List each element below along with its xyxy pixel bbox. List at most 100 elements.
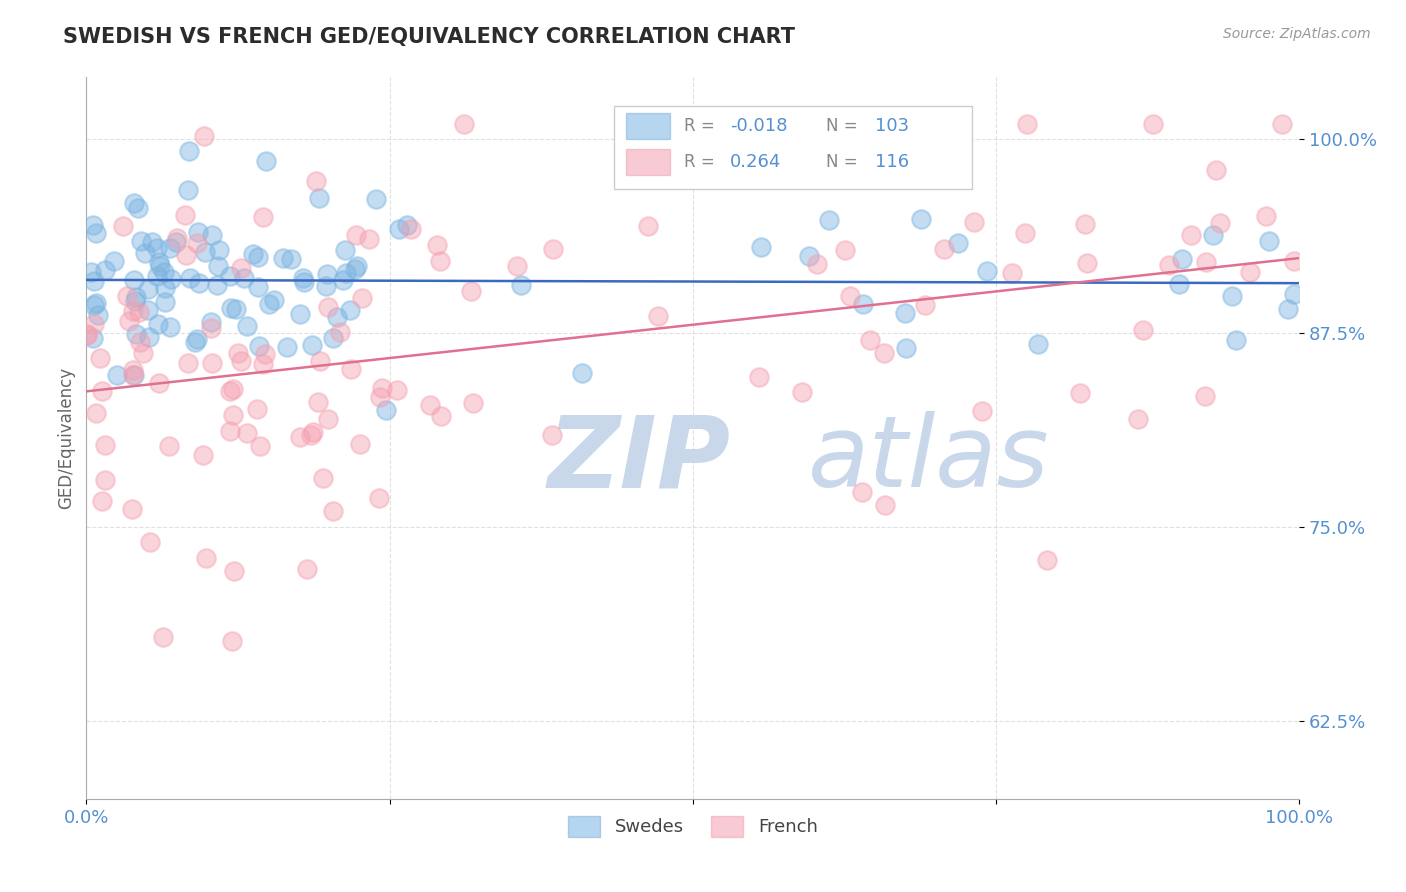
Point <box>153 295 176 310</box>
Point <box>94 438 117 452</box>
Point <box>252 210 274 224</box>
Point <box>187 225 209 239</box>
Point <box>207 259 229 273</box>
Point <box>229 354 252 368</box>
Point <box>395 219 418 233</box>
Point <box>343 262 366 277</box>
Point <box>91 493 114 508</box>
Point <box>121 502 143 516</box>
Point <box>339 303 361 318</box>
Point <box>149 259 172 273</box>
Point <box>430 409 453 423</box>
Point <box>401 221 423 235</box>
Point <box>219 269 242 284</box>
Point <box>219 425 242 439</box>
Point <box>1205 162 1227 177</box>
Text: R =: R = <box>685 153 716 171</box>
FancyBboxPatch shape <box>614 106 972 189</box>
Point <box>329 325 352 339</box>
Point <box>177 356 200 370</box>
Point <box>111 219 134 234</box>
Point <box>946 236 969 251</box>
Point <box>332 272 354 286</box>
Point <box>429 253 451 268</box>
Point <box>254 154 277 169</box>
Point <box>749 240 772 254</box>
Point <box>1180 228 1202 243</box>
Point <box>292 275 315 289</box>
Point <box>194 245 217 260</box>
Point <box>748 369 770 384</box>
Point <box>1194 389 1216 403</box>
Point <box>94 474 117 488</box>
Point <box>138 535 160 549</box>
Legend: Swedes, French: Swedes, French <box>561 809 825 844</box>
Point <box>186 332 208 346</box>
Point <box>219 301 242 315</box>
Point <box>1126 412 1149 426</box>
Point <box>159 271 181 285</box>
Point <box>792 384 814 399</box>
Point <box>388 222 411 236</box>
Text: R =: R = <box>685 117 716 135</box>
Point <box>288 430 311 444</box>
Point <box>541 242 564 256</box>
Point <box>125 289 148 303</box>
Point <box>128 304 150 318</box>
Point <box>94 263 117 277</box>
Point <box>1076 256 1098 270</box>
Point <box>236 426 259 441</box>
Point <box>318 301 340 315</box>
Point <box>302 425 325 439</box>
Point <box>247 338 270 352</box>
Point <box>344 228 367 243</box>
Text: -0.018: -0.018 <box>730 117 787 135</box>
Text: N =: N = <box>827 117 858 135</box>
Point <box>972 404 994 418</box>
Point <box>179 270 201 285</box>
Point <box>1209 216 1232 230</box>
Point <box>179 145 201 159</box>
Point <box>82 331 104 345</box>
Point <box>159 241 181 255</box>
Point <box>1001 266 1024 280</box>
Point <box>326 310 349 324</box>
Point <box>194 550 217 565</box>
Point <box>84 226 107 240</box>
Point <box>1277 301 1299 316</box>
Point <box>290 307 312 321</box>
Point <box>152 630 174 644</box>
Point <box>193 128 215 143</box>
Point <box>426 237 449 252</box>
Point <box>165 235 187 249</box>
Point <box>153 281 176 295</box>
FancyBboxPatch shape <box>626 149 669 175</box>
Point <box>86 308 108 322</box>
Point <box>276 340 298 354</box>
Point <box>799 249 821 263</box>
Point <box>299 428 322 442</box>
Point <box>177 182 200 196</box>
Point <box>307 395 329 409</box>
Point <box>246 402 269 417</box>
Point <box>1220 289 1243 303</box>
Point <box>207 277 229 292</box>
Point <box>138 330 160 344</box>
Point <box>76 327 98 342</box>
Point <box>322 331 344 345</box>
Point <box>1142 117 1164 131</box>
Point <box>148 255 170 269</box>
Point <box>1271 117 1294 131</box>
Point <box>122 273 145 287</box>
Point <box>225 301 247 316</box>
Point <box>1036 553 1059 567</box>
Point <box>1015 117 1038 131</box>
Point <box>122 368 145 383</box>
Point <box>463 396 485 410</box>
Point <box>247 251 270 265</box>
Point <box>316 267 339 281</box>
Point <box>932 242 955 256</box>
Point <box>295 562 318 576</box>
Point <box>121 363 143 377</box>
Text: ZIP: ZIP <box>547 411 730 508</box>
